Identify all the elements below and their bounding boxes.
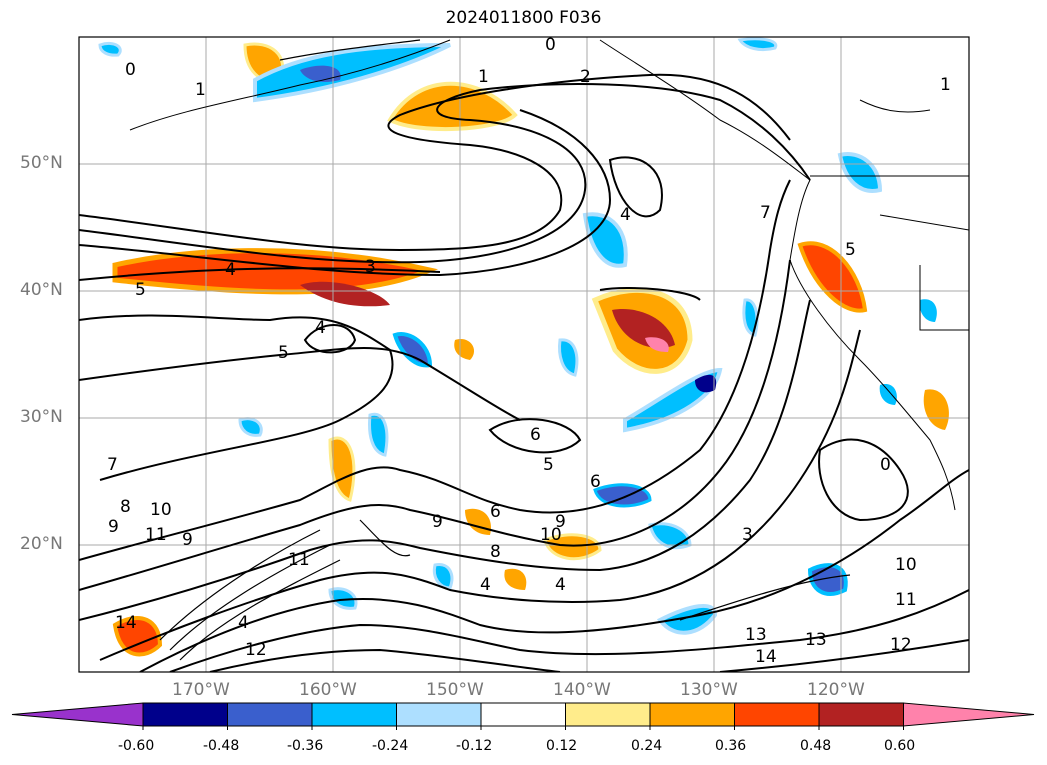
lon-label-150w: 150°W: [426, 680, 484, 700]
thin-contours: [159, 39, 851, 661]
contour-label: 10: [895, 555, 917, 575]
map-frame: [78, 36, 970, 673]
colorbar-label: -0.60: [118, 738, 155, 754]
lon-label-130w: 130°W: [680, 680, 738, 700]
colorbar-label: 0.24: [631, 738, 663, 754]
contour-value-labels: 0 1 1 2 4 4 3 5 4 5 6 5 7 8 9 10 11 9 8 …: [107, 35, 951, 667]
contour-label: 13: [805, 630, 827, 650]
contour-label: 5: [845, 240, 856, 260]
contour-lines: [79, 73, 969, 672]
contour-label: 11: [145, 525, 167, 545]
lon-label-170w: 170°W: [172, 680, 230, 700]
contour-label: 2: [580, 67, 591, 87]
colorbar-swatch: [142, 702, 228, 727]
coastlines: [129, 39, 969, 511]
colorbar-label: 0.36: [715, 738, 747, 754]
contour-label: 1: [940, 75, 951, 95]
contour-label: 10: [540, 525, 562, 545]
colorbar-swatch: [649, 702, 735, 727]
contour-label: 3: [365, 257, 376, 277]
contour-label: 4: [555, 575, 566, 595]
colorbar-swatch: [565, 702, 651, 727]
contour-label: 4: [225, 260, 236, 280]
contour-label: 12: [890, 635, 912, 655]
shading-layer: [98, 37, 949, 657]
colorbar-label: -0.48: [203, 738, 240, 754]
contour-label: 14: [755, 647, 777, 667]
colorbar-label: 0.60: [884, 738, 916, 754]
contour-label: 9: [432, 512, 443, 532]
colorbar-label: 0.12: [546, 738, 578, 754]
colorbar-swatch: [480, 702, 566, 727]
contour-label: 4: [620, 205, 631, 225]
colorbar-swatch: [227, 702, 313, 727]
contour-label: 9: [555, 512, 566, 532]
contour-label: 7: [107, 455, 118, 475]
contour-label: 4: [238, 613, 249, 633]
contour-label: 6: [490, 502, 501, 522]
contour-label: 8: [120, 497, 131, 517]
contour-label: 11: [895, 590, 917, 610]
contour-label: 12: [245, 640, 267, 660]
map-plot-area: [79, 37, 969, 672]
contour-label: 6: [590, 472, 601, 492]
contour-label: 4: [480, 575, 491, 595]
contour-label: 3: [742, 525, 753, 545]
contour-label: 10: [150, 500, 172, 520]
contour-label: 4: [315, 318, 326, 338]
contour-label: 14: [115, 613, 137, 633]
contour-label: 5: [278, 343, 289, 363]
contour-label: 13: [745, 625, 767, 645]
contour-label: 11: [288, 550, 310, 570]
contour-label: 5: [135, 280, 146, 300]
colorbar-extend-left: [11, 702, 144, 727]
contour-label: 7: [760, 203, 771, 223]
map-title: 2024011800 F036: [445, 8, 602, 28]
contour-label: 1: [478, 67, 489, 87]
contour-label: 6: [530, 425, 541, 445]
contour-label: 9: [182, 530, 193, 550]
lon-label-120w: 120°W: [807, 680, 865, 700]
lat-label-20n: 20°N: [20, 534, 63, 554]
contour-label: 1: [195, 80, 206, 100]
colorbar: [11, 702, 1035, 730]
lat-label-40n: 40°N: [20, 280, 63, 300]
colorbar-label: -0.24: [372, 738, 409, 754]
colorbar-label: -0.36: [287, 738, 324, 754]
contour-label: 0: [545, 35, 556, 55]
lon-label-140w: 140°W: [553, 680, 611, 700]
colorbar-swatch: [734, 702, 820, 727]
colorbar-label: -0.12: [456, 738, 493, 754]
contour-label: 5: [543, 455, 554, 475]
contour-label: 8: [490, 542, 501, 562]
colorbar-label: 0.48: [800, 738, 832, 754]
contour-label: 0: [125, 60, 136, 80]
lat-label-30n: 30°N: [20, 407, 63, 427]
colorbar-extend-right: [903, 702, 1035, 727]
colorbar-swatch: [396, 702, 482, 727]
colorbar-swatch: [311, 702, 397, 727]
contour-label: 0: [880, 455, 891, 475]
colorbar-swatch: [818, 702, 904, 727]
contour-label: 9: [108, 517, 119, 537]
lat-label-50n: 50°N: [20, 153, 63, 173]
lon-label-160w: 160°W: [299, 680, 357, 700]
